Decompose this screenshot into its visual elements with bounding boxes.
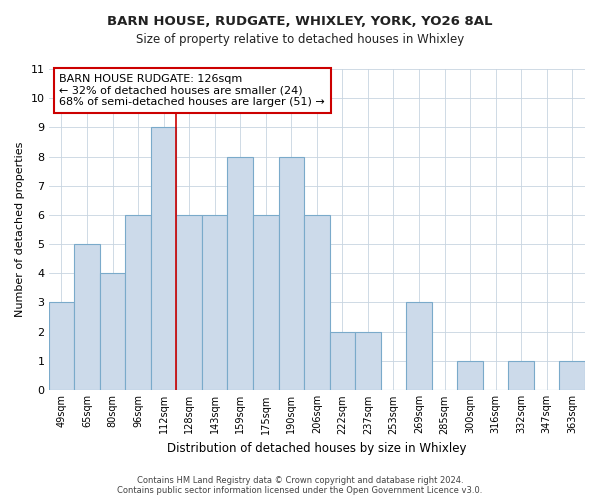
Bar bbox=[508, 361, 534, 390]
Bar bbox=[559, 361, 585, 390]
Bar bbox=[304, 215, 329, 390]
Bar bbox=[355, 332, 381, 390]
Bar bbox=[406, 302, 432, 390]
Bar bbox=[278, 156, 304, 390]
Y-axis label: Number of detached properties: Number of detached properties bbox=[15, 142, 25, 317]
Bar bbox=[202, 215, 227, 390]
Bar bbox=[227, 156, 253, 390]
Bar bbox=[125, 215, 151, 390]
X-axis label: Distribution of detached houses by size in Whixley: Distribution of detached houses by size … bbox=[167, 442, 467, 455]
Bar bbox=[49, 302, 74, 390]
Bar bbox=[457, 361, 483, 390]
Bar bbox=[253, 215, 278, 390]
Bar bbox=[151, 128, 176, 390]
Text: Size of property relative to detached houses in Whixley: Size of property relative to detached ho… bbox=[136, 32, 464, 46]
Text: BARN HOUSE RUDGATE: 126sqm
← 32% of detached houses are smaller (24)
68% of semi: BARN HOUSE RUDGATE: 126sqm ← 32% of deta… bbox=[59, 74, 325, 107]
Bar bbox=[176, 215, 202, 390]
Text: BARN HOUSE, RUDGATE, WHIXLEY, YORK, YO26 8AL: BARN HOUSE, RUDGATE, WHIXLEY, YORK, YO26… bbox=[107, 15, 493, 28]
Bar bbox=[100, 274, 125, 390]
Text: Contains HM Land Registry data © Crown copyright and database right 2024.
Contai: Contains HM Land Registry data © Crown c… bbox=[118, 476, 482, 495]
Bar bbox=[329, 332, 355, 390]
Bar bbox=[74, 244, 100, 390]
